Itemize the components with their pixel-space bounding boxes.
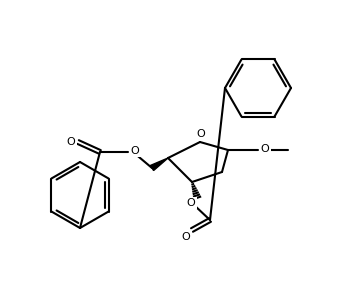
Text: O: O [67,137,75,147]
Text: O: O [182,232,190,242]
Polygon shape [150,158,168,171]
Text: O: O [187,198,195,208]
Text: O: O [261,144,269,154]
Text: O: O [131,146,139,156]
Text: O: O [197,129,205,139]
